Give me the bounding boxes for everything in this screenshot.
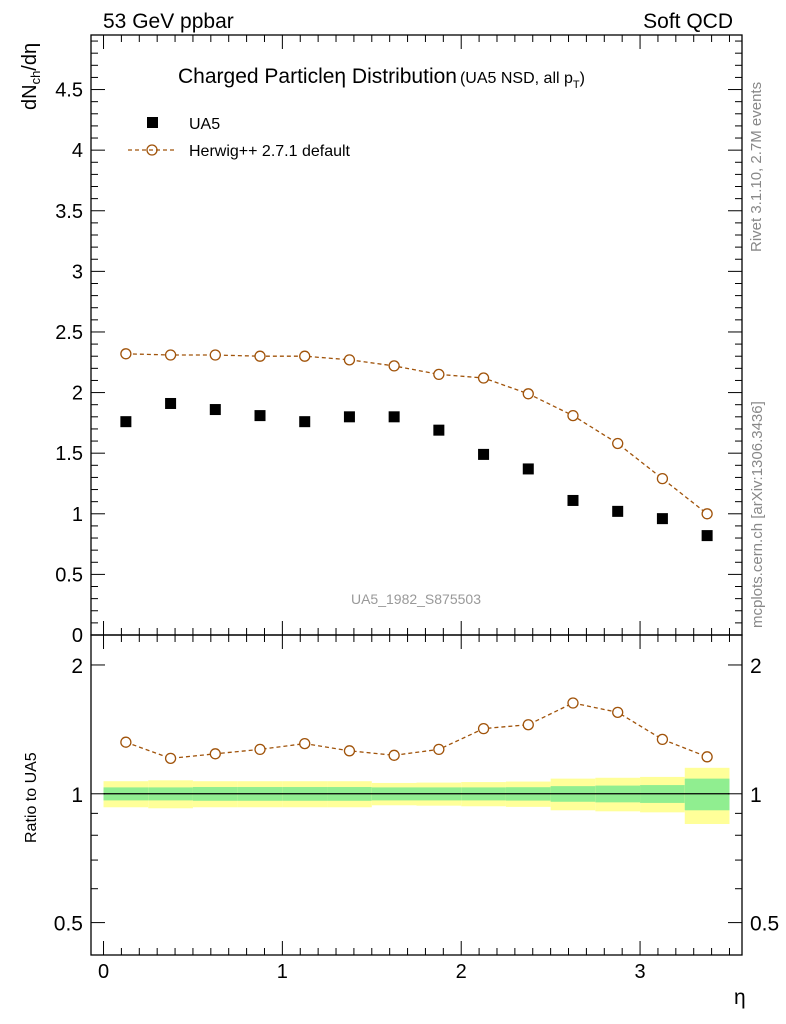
herwig-ratio-point xyxy=(164,752,177,765)
main-y-tick-label: 4.5 xyxy=(55,80,83,102)
ratio-y-tick-label: 0.5 xyxy=(54,913,83,936)
legend-label-herwig: Herwig++ 2.7.1 default xyxy=(189,143,351,160)
herwig-point xyxy=(567,409,579,422)
ratio-y-tick-label-right: 1 xyxy=(750,784,762,807)
legend-label-ua5: UA5 xyxy=(189,116,220,133)
herwig-point xyxy=(433,368,445,381)
legend-marker-herwig xyxy=(146,144,158,156)
ua5-point xyxy=(433,424,445,436)
main-y-tick-label: 3 xyxy=(72,261,83,283)
ua5-point xyxy=(165,397,177,409)
main-y-tick-label: 1 xyxy=(72,504,83,526)
x-tick-label: 3 xyxy=(634,961,645,983)
ratio-band-green xyxy=(684,778,730,811)
main-title: Charged Particleη Distribution (UA5 NSD, … xyxy=(178,65,585,91)
main-y-label-end: /dη xyxy=(19,43,41,71)
herwig-ratio-point xyxy=(567,697,579,709)
main-y-tick-label: 2.5 xyxy=(55,322,83,344)
herwig-point xyxy=(120,348,132,360)
main-y-label-main: dN xyxy=(19,84,41,110)
ua5-point xyxy=(567,494,579,506)
herwig-ratio-point xyxy=(656,733,669,746)
main-y-tick-label: 3.5 xyxy=(55,201,83,223)
header-right: Soft QCD xyxy=(643,10,733,33)
main-y-label-sub: ch xyxy=(28,71,43,85)
ratio-data-layer xyxy=(120,697,713,765)
herwig-ratio-point xyxy=(522,719,534,731)
main-y-tick-label: 0.5 xyxy=(55,564,83,586)
herwig-point xyxy=(477,372,490,384)
herwig-ratio-point xyxy=(612,706,624,718)
header-left: 53 GeV ppbar xyxy=(103,10,234,33)
x-tick-label: 0 xyxy=(98,961,109,983)
side-text-top: Rivet 3.1.10, 2.7M events xyxy=(748,82,765,252)
ua5-point xyxy=(388,411,400,423)
main-x-ticks xyxy=(103,35,730,635)
main-y-tick-label: 2 xyxy=(72,383,83,405)
ratio-y-tick-label-right: 2 xyxy=(750,655,762,678)
herwig-ratio-point xyxy=(343,745,356,757)
analysis-watermark: UA5_1982_S875503 xyxy=(351,591,481,607)
ratio-uncertainty-bands xyxy=(103,767,730,824)
ratio-x-ticks: 0 1 2 3 xyxy=(98,635,730,983)
ratio-y-tick-label: 2 xyxy=(71,655,83,678)
herwig-point xyxy=(209,349,221,361)
herwig-ratio-point xyxy=(701,751,713,763)
herwig-ratio-point xyxy=(209,748,221,760)
main-title-suffix-sub: T xyxy=(573,79,580,91)
herwig-point xyxy=(612,437,624,450)
herwig-point xyxy=(656,472,669,485)
ua5-point xyxy=(522,463,534,475)
ua5-point xyxy=(612,505,624,517)
ratio-y-tick-label: 1 xyxy=(71,784,83,807)
x-axis-label: η xyxy=(734,986,746,1009)
ua5-point xyxy=(254,410,266,422)
herwig-ratio-point xyxy=(120,736,132,748)
main-title-suffix-end: ) xyxy=(580,70,585,87)
ua5-point xyxy=(656,513,668,525)
ua5-point xyxy=(478,448,490,460)
ua5-point xyxy=(120,416,132,428)
herwig-point xyxy=(343,354,356,366)
herwig-ratio-point xyxy=(477,722,490,735)
herwig-ratio-point xyxy=(433,743,445,756)
main-y-label: dNch/dη xyxy=(19,43,43,110)
ratio-y-tick-label-right: 0.5 xyxy=(750,913,779,936)
side-text-bottom: mcplots.cern.ch [arXiv:1306.3436] xyxy=(749,401,766,628)
main-y-tick-label: 4 xyxy=(72,140,83,162)
herwig-point xyxy=(701,508,713,520)
herwig-line xyxy=(125,353,708,515)
ratio-panel-frame xyxy=(90,634,743,956)
herwig-ratio-line xyxy=(125,702,708,760)
herwig-ratio-point xyxy=(299,737,311,750)
ua5-point xyxy=(209,404,221,416)
main-data-layer xyxy=(120,348,713,542)
herwig-point xyxy=(164,349,177,361)
ratio-y-ticks: 0.5 0.5 1 1 2 2 xyxy=(54,655,779,936)
herwig-point xyxy=(254,350,266,362)
ua5-point xyxy=(343,411,355,423)
herwig-point xyxy=(388,360,400,372)
main-y-tick-label: 1.5 xyxy=(55,443,83,465)
ratio-y-label: Ratio to UA5 xyxy=(23,752,40,843)
main-title-suffix: (UA5 NSD, all p xyxy=(460,70,573,87)
herwig-point xyxy=(522,388,534,400)
x-tick-label: 2 xyxy=(456,961,467,983)
main-y-tick-label: 0 xyxy=(72,625,83,647)
herwig-ratio-point xyxy=(254,743,266,756)
legend-marker-ua5 xyxy=(147,117,158,128)
main-title-text: Charged Particleη Distribution xyxy=(178,65,457,88)
herwig-ratio-point xyxy=(388,749,400,761)
ua5-point xyxy=(701,530,713,542)
x-tick-label: 1 xyxy=(277,961,288,983)
herwig-point xyxy=(299,350,311,362)
ua5-point xyxy=(299,416,311,428)
main-y-ticks: 0 0.5 1 1.5 2 2.5 3 3.5 4 4.5 xyxy=(55,40,742,647)
